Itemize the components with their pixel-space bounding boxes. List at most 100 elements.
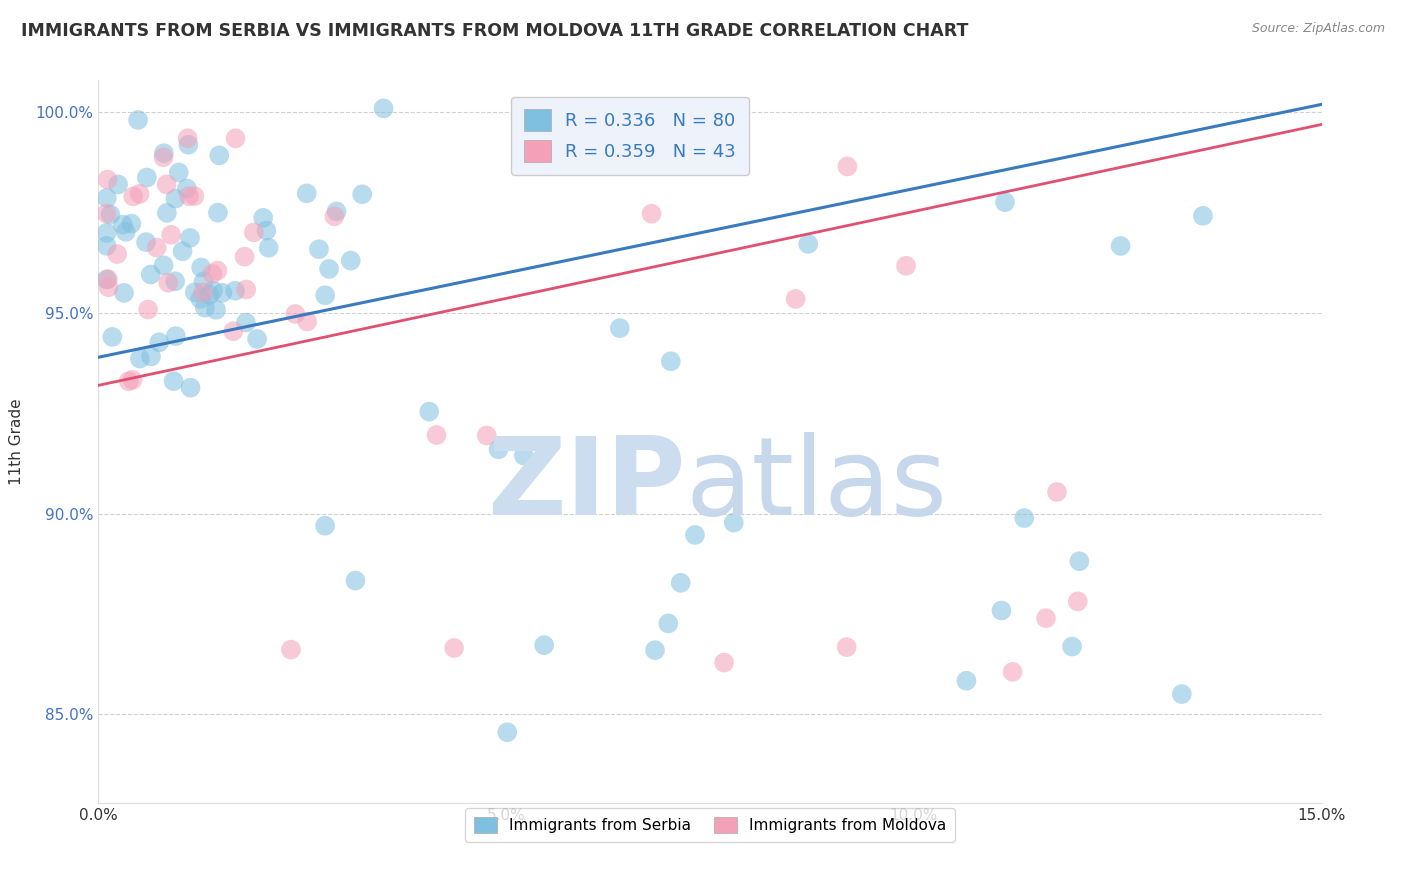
Point xyxy=(254,223,277,237)
Point xyxy=(339,253,361,268)
Point xyxy=(325,204,347,219)
Point xyxy=(177,189,200,203)
Point xyxy=(156,206,179,220)
Point xyxy=(314,288,336,302)
Point xyxy=(683,528,706,542)
Point xyxy=(193,275,215,289)
Point xyxy=(224,284,246,298)
Point xyxy=(135,170,157,185)
Point xyxy=(191,285,214,300)
Point xyxy=(235,283,257,297)
Text: Source: ZipAtlas.com: Source: ZipAtlas.com xyxy=(1251,22,1385,36)
Text: ZIP: ZIP xyxy=(486,432,686,538)
Text: IMMIGRANTS FROM SERBIA VS IMMIGRANTS FROM MOLDOVA 11TH GRADE CORRELATION CHART: IMMIGRANTS FROM SERBIA VS IMMIGRANTS FRO… xyxy=(21,22,969,40)
Point xyxy=(224,131,246,145)
Point xyxy=(139,350,162,364)
Point xyxy=(1067,594,1090,608)
Point xyxy=(344,574,367,588)
Point xyxy=(162,374,184,388)
Point xyxy=(127,112,149,127)
Point xyxy=(644,643,666,657)
Point xyxy=(496,725,519,739)
Point xyxy=(994,195,1017,210)
Point xyxy=(323,210,346,224)
Point xyxy=(205,302,228,317)
Point xyxy=(97,280,120,294)
Point xyxy=(145,241,167,255)
Point xyxy=(1012,511,1035,525)
Point xyxy=(96,272,118,286)
Point xyxy=(257,241,280,255)
Point xyxy=(835,640,858,655)
Point xyxy=(128,186,150,201)
Point xyxy=(243,226,266,240)
Point xyxy=(785,292,807,306)
Point xyxy=(640,207,662,221)
Point xyxy=(100,208,122,222)
Point xyxy=(97,272,120,286)
Point xyxy=(894,259,917,273)
Point xyxy=(111,218,134,232)
Point xyxy=(955,673,977,688)
Point xyxy=(211,285,233,300)
Point xyxy=(152,258,174,272)
Point xyxy=(314,518,336,533)
Point xyxy=(1035,611,1057,625)
Point xyxy=(443,640,465,655)
Point xyxy=(246,332,269,346)
Point xyxy=(97,172,120,186)
Point xyxy=(1060,640,1083,654)
Point xyxy=(183,189,205,203)
Point xyxy=(120,217,142,231)
Point xyxy=(657,616,679,631)
Point xyxy=(207,263,229,277)
Point xyxy=(207,205,229,219)
Point xyxy=(114,225,136,239)
Point xyxy=(352,187,374,202)
Point xyxy=(118,374,141,388)
Point xyxy=(179,231,201,245)
Point xyxy=(135,235,157,249)
Point xyxy=(165,192,187,206)
Point xyxy=(177,137,200,152)
Point xyxy=(167,165,190,179)
Point xyxy=(153,146,176,161)
Point xyxy=(157,276,180,290)
Point xyxy=(122,189,145,203)
Point xyxy=(139,268,162,282)
Point xyxy=(96,239,118,253)
Point xyxy=(155,178,177,192)
Point xyxy=(318,262,340,277)
Point xyxy=(723,516,745,530)
Point xyxy=(513,449,536,463)
Point xyxy=(235,316,257,330)
Point xyxy=(280,642,302,657)
Point xyxy=(308,242,330,256)
Point xyxy=(990,603,1012,617)
Point xyxy=(101,330,124,344)
Point xyxy=(165,274,187,288)
Point xyxy=(295,186,318,201)
Point xyxy=(152,150,174,164)
Point xyxy=(96,206,118,220)
Y-axis label: 11th Grade: 11th Grade xyxy=(10,398,24,485)
Point xyxy=(797,236,820,251)
Point xyxy=(190,260,212,275)
Point xyxy=(418,404,440,418)
Point xyxy=(184,285,207,300)
Point xyxy=(533,638,555,652)
Legend: Immigrants from Serbia, Immigrants from Moldova: Immigrants from Serbia, Immigrants from … xyxy=(464,808,956,842)
Point xyxy=(198,288,221,302)
Point xyxy=(233,250,256,264)
Point xyxy=(96,226,118,240)
Point xyxy=(659,354,682,368)
Point xyxy=(1069,554,1091,568)
Point xyxy=(105,247,128,261)
Point xyxy=(373,102,395,116)
Point xyxy=(295,314,318,328)
Point xyxy=(180,381,202,395)
Point xyxy=(609,321,631,335)
Point xyxy=(488,442,510,457)
Point xyxy=(201,267,224,281)
Point xyxy=(165,329,187,343)
